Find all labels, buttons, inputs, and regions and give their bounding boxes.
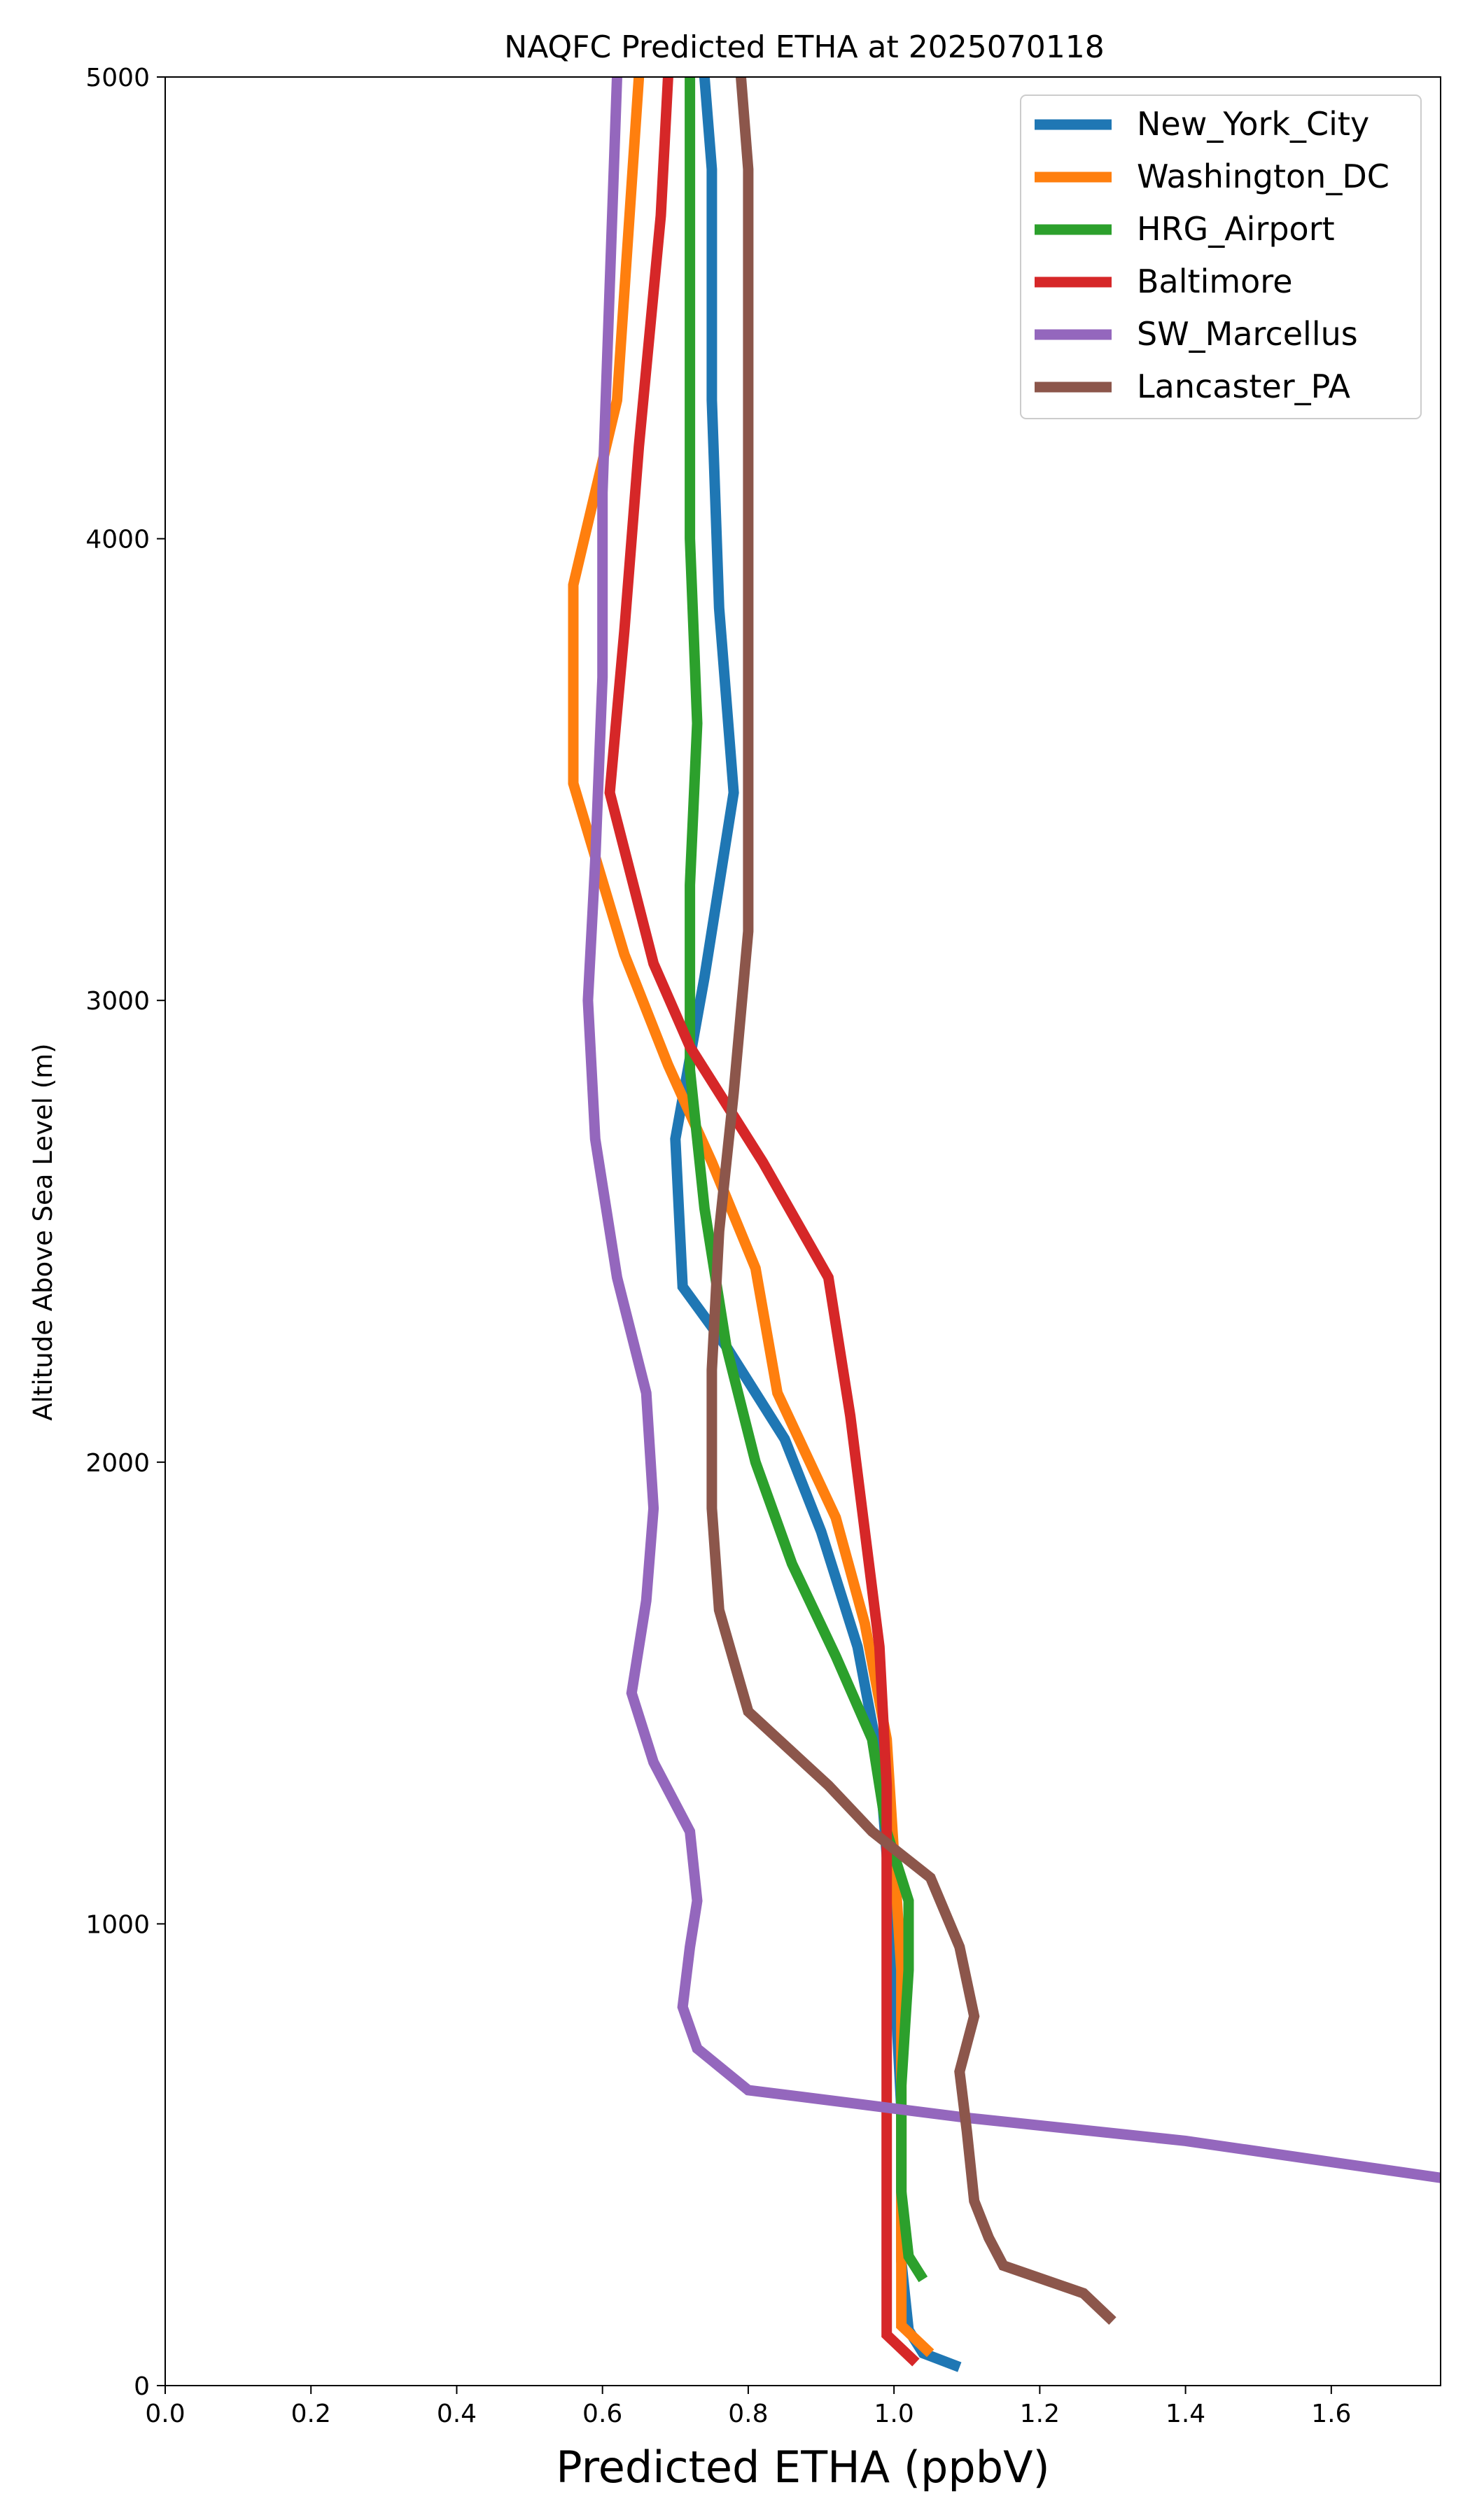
x-tick-label: 0.8 <box>728 2400 768 2428</box>
x-tick-label: 1.6 <box>1311 2400 1351 2428</box>
legend-label: Lancaster_PA <box>1137 368 1350 405</box>
legend-label: Baltimore <box>1137 262 1293 300</box>
x-tick-label: 0.4 <box>437 2400 477 2428</box>
y-axis-label: Altitude Above Sea Level (m) <box>28 1043 58 1420</box>
x-tick-label: 1.2 <box>1020 2400 1060 2428</box>
y-tick-label: 2000 <box>85 1449 150 1478</box>
legend-frame <box>1020 94 1422 419</box>
legend-label: HRG_Airport <box>1137 210 1335 248</box>
series-layer <box>568 77 1441 2372</box>
y-tick-label: 4000 <box>85 526 150 554</box>
x-axis: 0.0 0.2 0.4 0.6 0.8 1.0 1.2 1.4 1.6 <box>145 2386 1351 2428</box>
x-tick-label: 0.2 <box>291 2400 331 2428</box>
series-line-baltimore <box>604 77 920 2367</box>
legend-label: New_York_City <box>1137 105 1369 143</box>
legend-label: SW_Marcellus <box>1137 315 1358 353</box>
series-line-hrg-airport <box>685 77 928 2283</box>
legend: New_York_City Washington_DC HRG_Airport Bal… <box>1020 94 1422 419</box>
legend-label: Washington_DC <box>1137 158 1390 195</box>
x-tick-label: 1.4 <box>1166 2400 1205 2428</box>
y-tick-label: 0 <box>134 2372 150 2401</box>
x-tick-label: 0.6 <box>582 2400 622 2428</box>
x-tick-label: 1.0 <box>874 2400 914 2428</box>
y-tick-label: 3000 <box>85 987 150 1016</box>
y-tick-label: 5000 <box>85 64 150 92</box>
series-line-lancaster-pa <box>706 77 1116 2325</box>
x-tick-label: 0.0 <box>145 2400 185 2428</box>
y-axis: 0 1000 2000 3000 4000 5000 <box>85 64 165 2401</box>
plot-frame <box>164 76 1441 2386</box>
y-tick-label: 1000 <box>85 1910 150 1939</box>
x-axis-label: Predicted ETHA (ppbV) <box>556 2442 1049 2493</box>
chart-title: NAQFC Predicted ETHA at 2025070118 <box>504 29 1104 65</box>
series-line-sw-marcellus <box>582 77 1441 2183</box>
